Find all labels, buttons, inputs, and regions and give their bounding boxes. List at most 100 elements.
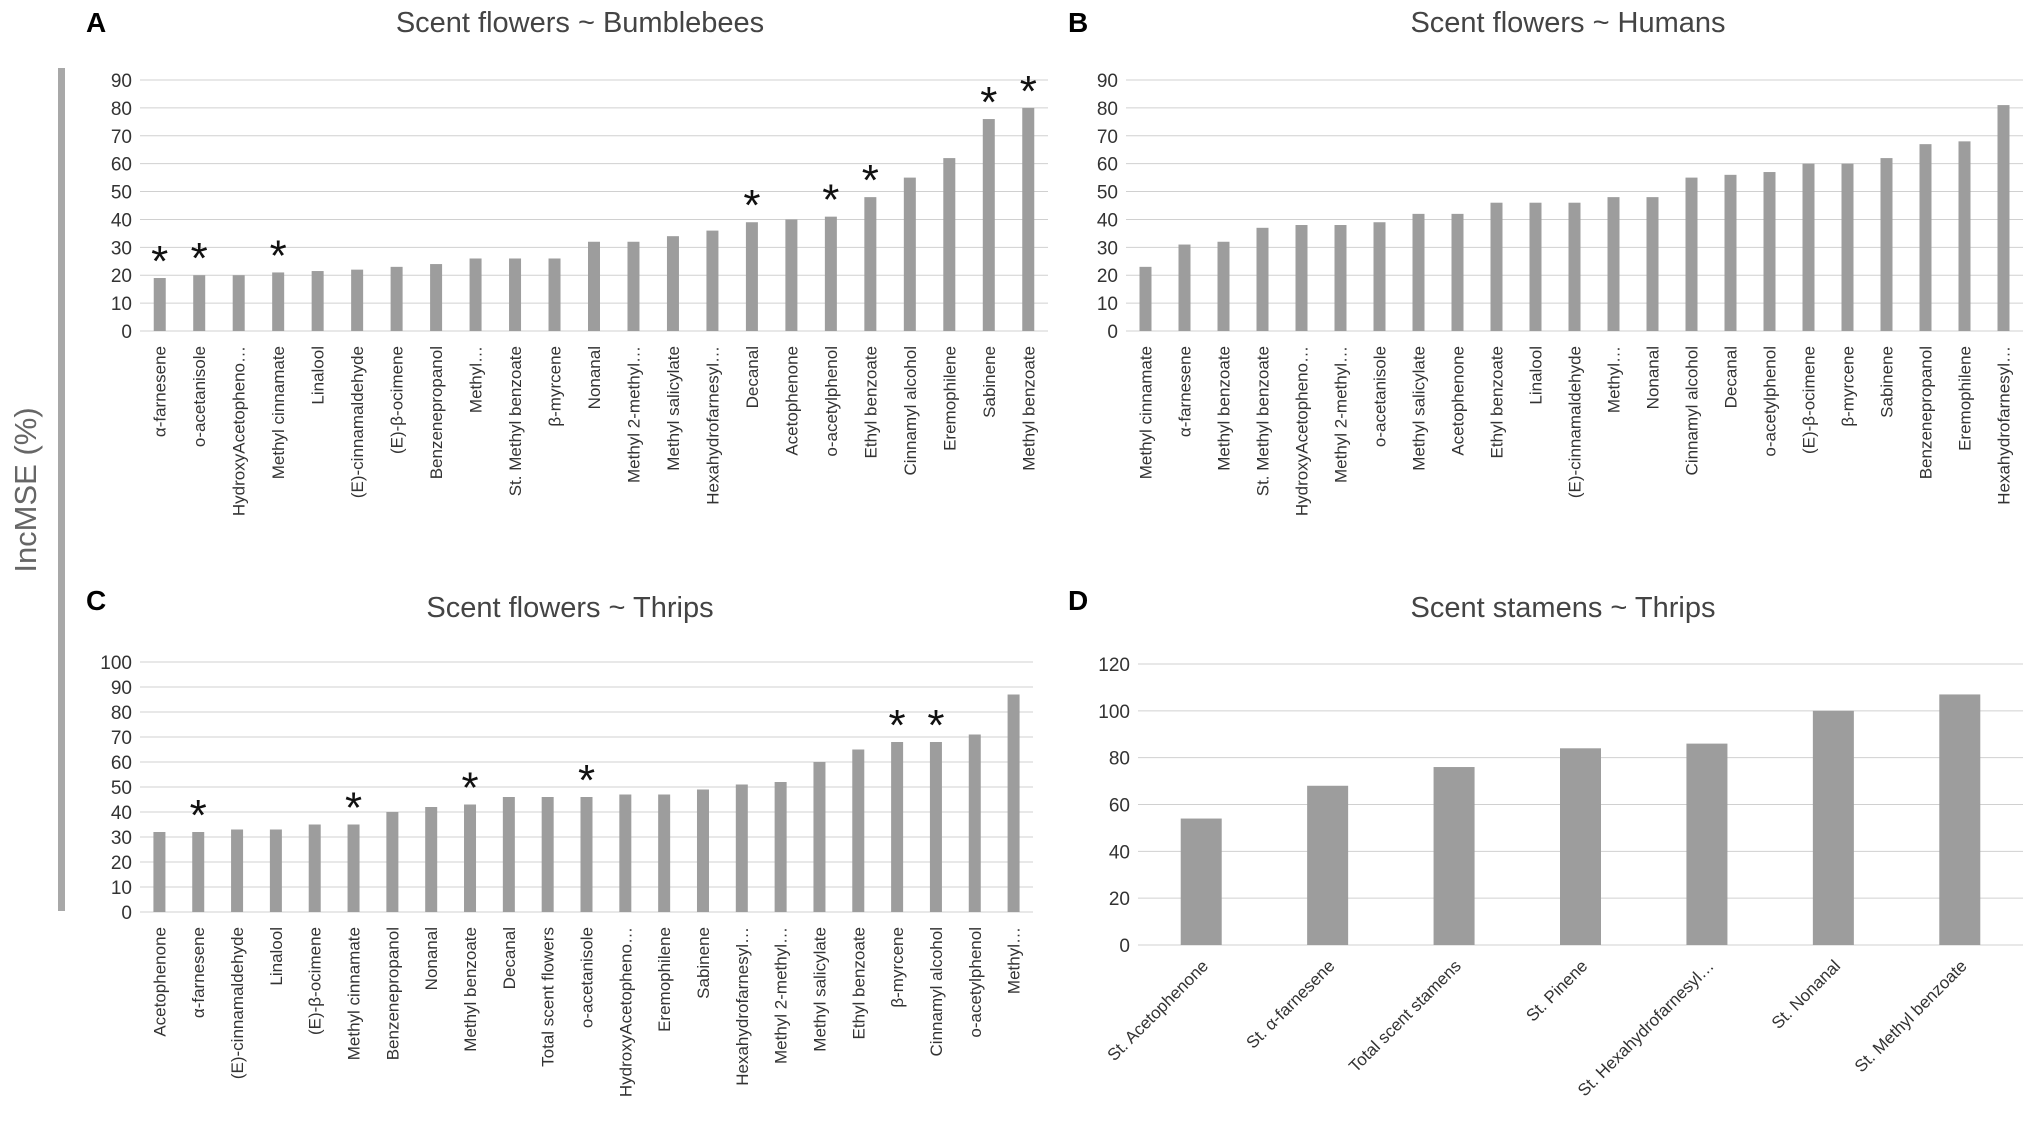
- bar: [1256, 227, 1269, 331]
- category-label: o-acetylphenol: [1761, 346, 1780, 457]
- y-tick-label: 50: [111, 183, 132, 204]
- y-tick-label: 40: [111, 803, 132, 824]
- bar: [469, 258, 482, 331]
- bar: [627, 241, 640, 331]
- category-label: St. Acetophenone: [1104, 956, 1212, 1064]
- bar: [1685, 177, 1698, 331]
- significance-star: *: [190, 791, 207, 840]
- category-label: Methyl…: [1005, 927, 1024, 994]
- category-label: (E)-β-ocimene: [1800, 346, 1819, 454]
- category-label: Decanal: [743, 346, 762, 408]
- y-tick-label: 70: [111, 728, 132, 749]
- bar: [193, 275, 206, 331]
- bar: [1007, 694, 1020, 912]
- significance-star: *: [578, 756, 595, 805]
- y-tick-label: 70: [111, 127, 132, 148]
- bar: [1646, 197, 1659, 331]
- category-label: β-myrcene: [1839, 346, 1858, 427]
- category-label: St. Hexahydrofarnesyl…: [1574, 956, 1718, 1100]
- category-label: Benzenepropanol: [427, 346, 446, 479]
- y-tick-label: 50: [111, 778, 132, 799]
- significance-star: *: [822, 176, 839, 225]
- bar: [272, 272, 285, 331]
- bar: [619, 794, 632, 912]
- panel-title: Scent flowers ~ Thrips: [426, 592, 713, 624]
- category-label: (E)-cinnamaldehyde: [1566, 346, 1585, 498]
- category-label: HydroxyAcetopheno…: [230, 346, 249, 516]
- category-label: St. Nonanal: [1768, 956, 1844, 1032]
- category-label: St. Methyl benzoate: [1254, 346, 1273, 496]
- y-tick-label: 40: [1109, 842, 1130, 863]
- y-tick-label: 80: [111, 99, 132, 120]
- category-label: Linalool: [309, 346, 328, 405]
- bar: [1433, 767, 1475, 945]
- bar: [548, 258, 561, 331]
- bar: [1812, 710, 1854, 945]
- bar: [1412, 213, 1425, 331]
- category-label: Methyl…: [467, 346, 486, 413]
- bar: [1180, 818, 1222, 945]
- bar: [1841, 163, 1854, 331]
- category-label: Cinnamyl alcohol: [1683, 346, 1702, 475]
- bar: [1560, 748, 1601, 945]
- y-tick-label: 0: [121, 322, 132, 343]
- bar: [852, 749, 865, 912]
- category-label: α-farnesene: [189, 927, 208, 1018]
- y-tick-label: 20: [111, 853, 132, 874]
- y-tick-label: 80: [1109, 749, 1130, 770]
- bar: [1217, 241, 1230, 331]
- category-label: St. Methyl benzoate: [1851, 956, 1971, 1076]
- category-label: β-myrcene: [888, 927, 907, 1008]
- category-label: Linalool: [1527, 346, 1546, 405]
- category-label: Eremophilene: [940, 346, 959, 451]
- category-label: Methyl 2-methyl…: [772, 927, 791, 1064]
- bar: [430, 264, 443, 331]
- charts: A Scent flowers ~ Bumblebees 0 10 20 30 40 50 60…: [86, 7, 2023, 1100]
- category-label: Eremophilene: [655, 927, 674, 1032]
- y-tick-label: 10: [1097, 294, 1118, 315]
- bar: [864, 197, 877, 331]
- bar: [351, 269, 364, 331]
- category-label: Hexahydrofarnesyl…: [733, 927, 752, 1086]
- category-label: Ethyl benzoate: [1488, 346, 1507, 458]
- bar: [1295, 225, 1308, 331]
- category-label: Cinnamyl alcohol: [927, 927, 946, 1056]
- category-label: Acetophenone: [150, 927, 169, 1037]
- y-tick-label: 20: [1097, 266, 1118, 287]
- bar: [1334, 225, 1347, 331]
- category-label: o-acetanisole: [1371, 346, 1390, 447]
- category-label: Benzenepropanol: [1917, 346, 1936, 479]
- category-label: α-farnesene: [151, 346, 170, 437]
- category-label: Decanal: [1722, 346, 1741, 408]
- bar: [1686, 743, 1728, 945]
- category-label: Methyl 2-methyl…: [624, 346, 643, 483]
- y-tick-label: 70: [1097, 127, 1118, 148]
- bar: [745, 222, 758, 331]
- category-label: Hexahydrofarnesyl…: [703, 346, 722, 505]
- category-label: (E)-cinnamaldehyde: [228, 927, 247, 1079]
- bar: [464, 804, 477, 912]
- bar: [1958, 141, 1971, 331]
- panel-a: A Scent flowers ~ Bumblebees 0 10 20 30 40 50 60…: [86, 7, 1048, 516]
- category-label: Decanal: [500, 927, 519, 989]
- category-label: (E)-β-ocimene: [306, 927, 325, 1035]
- panel-c: C Scent flowers ~ Thrips 0 10 20 30 40 50 60 70 80…: [86, 585, 1033, 1097]
- category-label: Methyl benzoate: [1019, 346, 1038, 471]
- bar: [1451, 213, 1464, 331]
- category-label: Hexahydrofarnesyl…: [1995, 346, 2014, 505]
- bar: [1724, 174, 1737, 331]
- y-tick-label: 20: [111, 266, 132, 287]
- significance-star: *: [461, 764, 478, 813]
- y-tick-label: 80: [111, 703, 132, 724]
- y-tick-label: 90: [1097, 71, 1118, 92]
- bar: [929, 742, 942, 912]
- bar: [347, 824, 360, 912]
- significance-star: *: [191, 234, 208, 283]
- category-label: Methyl benzoate: [1215, 346, 1234, 471]
- significance-star: *: [151, 237, 168, 286]
- bar: [982, 119, 995, 332]
- significance-star: *: [980, 78, 997, 127]
- bar: [903, 177, 916, 331]
- bar: [153, 832, 166, 912]
